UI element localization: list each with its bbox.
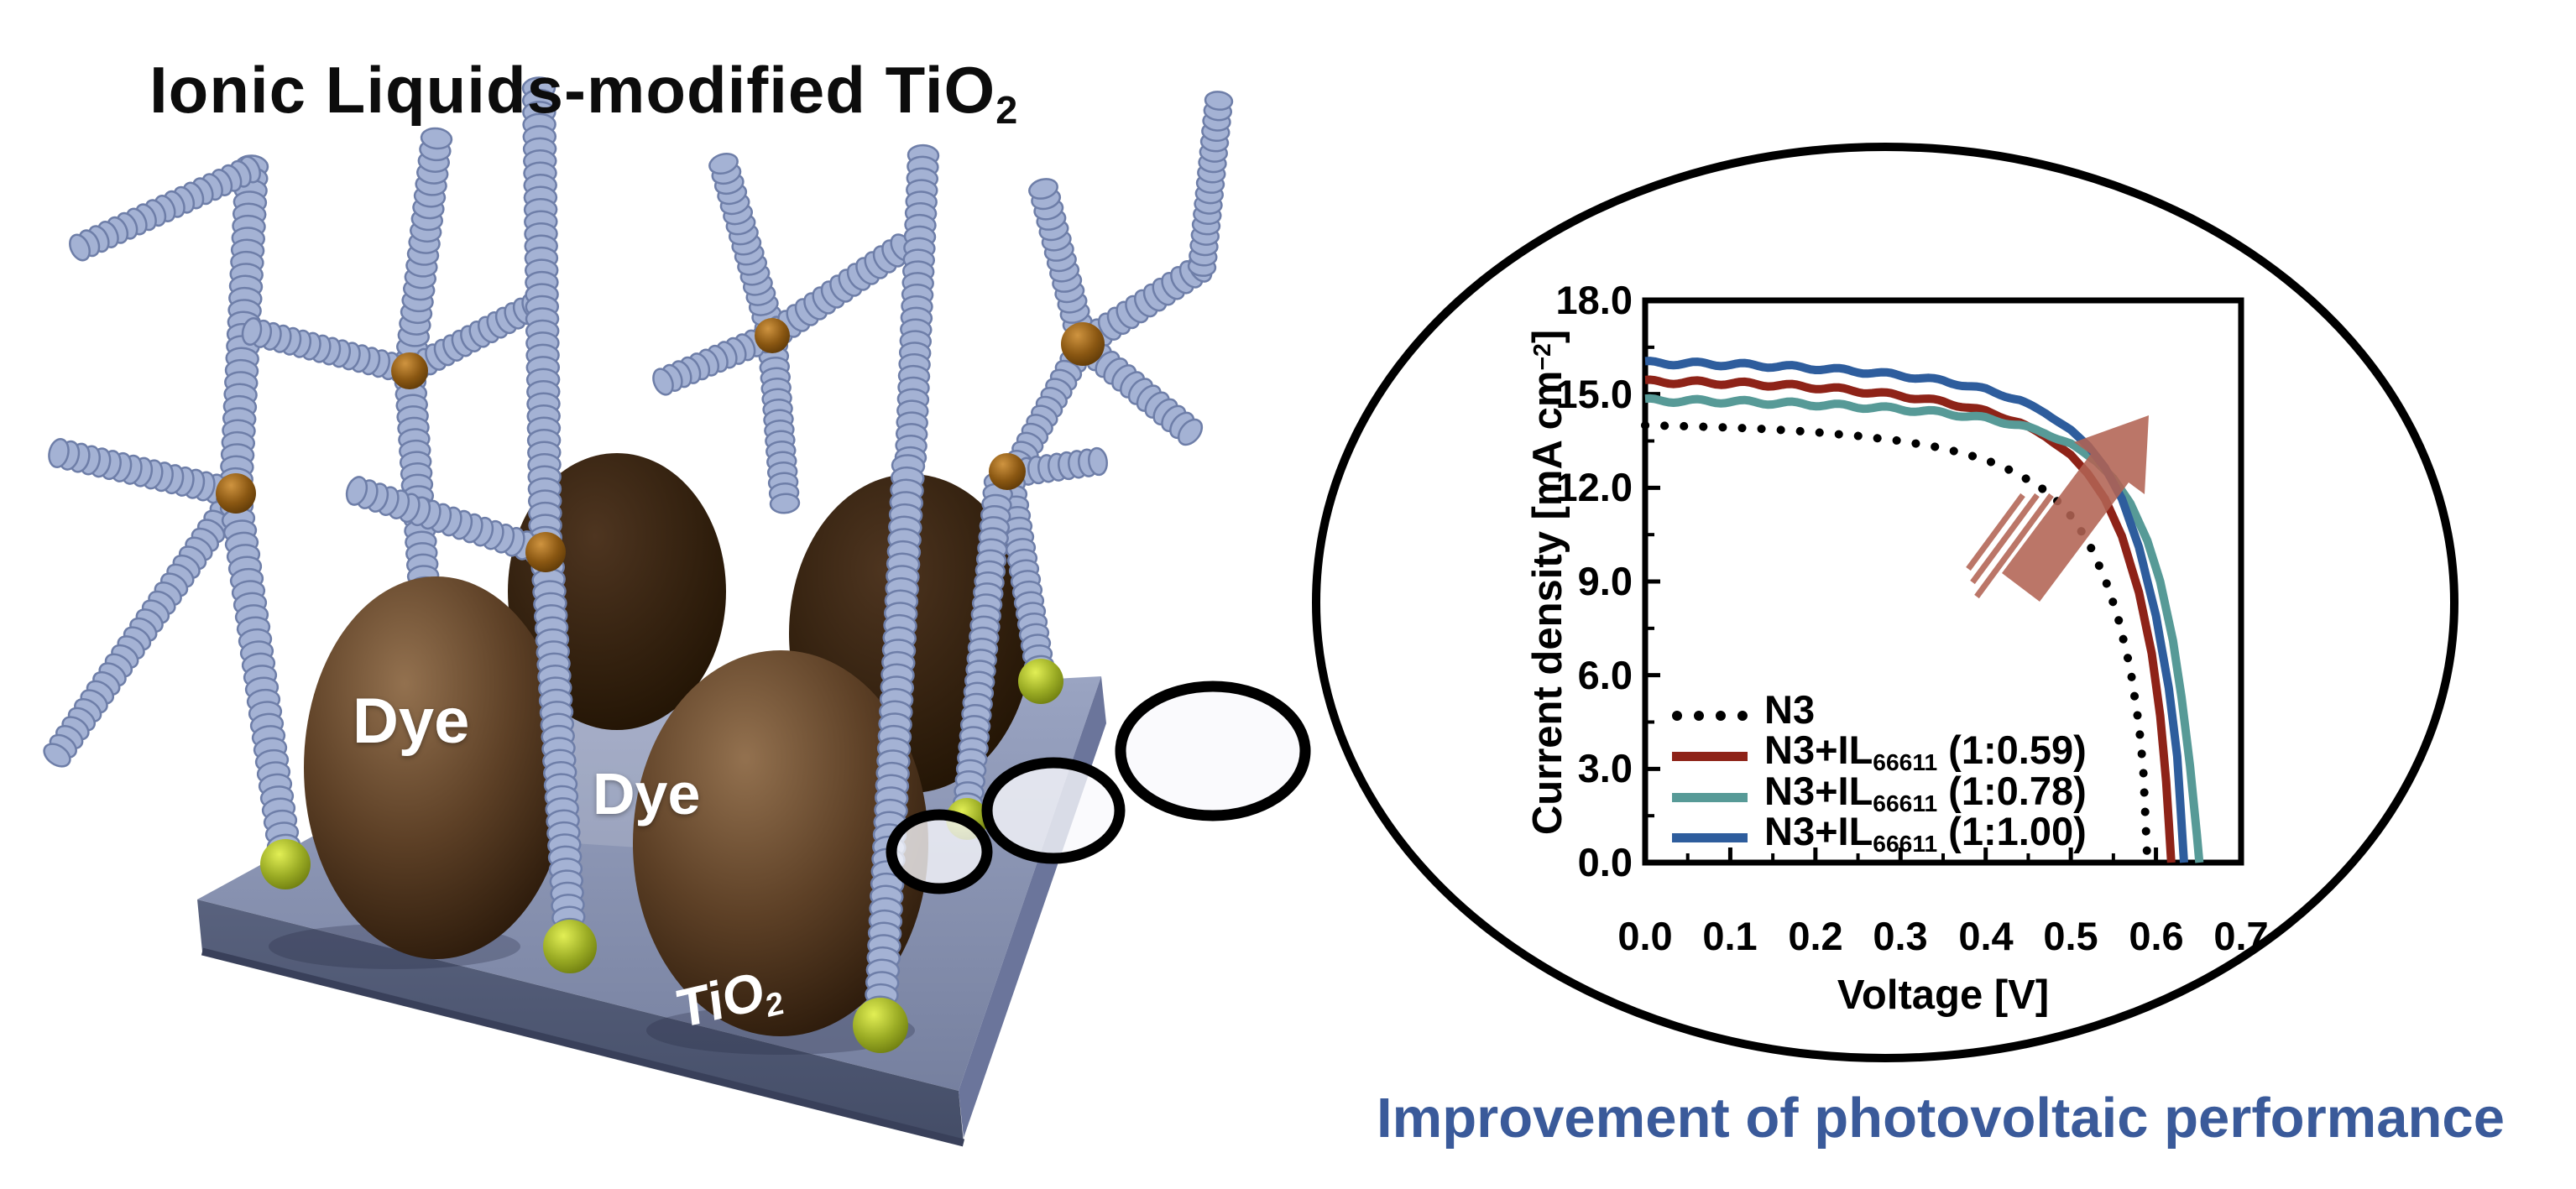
x-axis-label: Voltage [V] [1837, 973, 2050, 1018]
thought-bubbles [886, 681, 1311, 894]
legend-text: N3 [1764, 687, 1816, 733]
highlight-ellipse [1312, 143, 2458, 1062]
bottom-caption: Improvement of photovoltaic performance [1377, 1087, 2505, 1150]
dye-label-1: Dye [353, 686, 470, 757]
legend-swatch-il100 [1672, 832, 1748, 842]
legend-swatch-il078 [1672, 792, 1748, 802]
legend-subscript: 66611 [1873, 789, 1938, 816]
thought-bubble-medium [981, 757, 1126, 864]
page-title: Ionic Liquids-modified TiO2 [149, 52, 1018, 133]
legend-suffix: (1:0.59) [1937, 727, 2087, 773]
title-text: Ionic Liquids-modified TiO [149, 53, 996, 127]
legend-label-il059: N3+IL66611 (1:0.59) [1764, 727, 2087, 785]
y-tick-0: 0.0 [1577, 840, 1633, 884]
legend-item-il078: N3+IL66611 (1:0.78) [1672, 769, 2087, 820]
y-tick-6: 6.0 [1577, 653, 1633, 697]
x-tick-06: 0.6 [2129, 914, 2184, 958]
x-tick-01: 0.1 [1702, 914, 1758, 958]
y-axis-label-close: ] [1524, 329, 1570, 344]
x-tick-04: 0.4 [1958, 914, 2014, 958]
legend-label-il100: N3+IL66611 (1:1.00) [1764, 809, 2087, 866]
legend-subscript: 66611 [1873, 829, 1938, 857]
legend-swatch-n3 [1672, 711, 1748, 721]
legend-label-n3: N3 [1764, 687, 1815, 744]
y-tick-9: 9.0 [1577, 559, 1633, 603]
x-tick-00: 0.0 [1617, 914, 1673, 958]
legend-swatch-il059 [1672, 751, 1748, 761]
legend-text: N3+IL [1764, 727, 1873, 773]
y-tick-12: 12.0 [1555, 465, 1633, 509]
y-tick-3: 3.0 [1577, 746, 1633, 790]
dye-spheres [304, 576, 928, 1036]
legend-item-il059: N3+IL66611 (1:0.59) [1672, 727, 2087, 779]
x-tick-02: 0.2 [1788, 914, 1843, 958]
y-tick-18: 18.0 [1555, 278, 1633, 322]
junction-nodes [216, 318, 1105, 572]
legend-text: N3+IL [1764, 769, 1873, 814]
legend-suffix: (1:1.00) [1937, 809, 2087, 854]
improvement-arrow [1966, 415, 2149, 602]
dye-label-2: Dye [593, 761, 701, 827]
legend-text: N3+IL [1764, 809, 1873, 854]
legend-subscript: 66611 [1873, 748, 1938, 775]
y-tick-15: 15.0 [1555, 372, 1633, 416]
legend-label-il078: N3+IL66611 (1:0.78) [1764, 769, 2087, 826]
legend-item-n3: N3 [1672, 687, 1815, 738]
y-axis-label-superscript: −2 [1529, 343, 1556, 371]
legend-suffix: (1:0.78) [1937, 769, 2087, 814]
title-subscript: 2 [995, 88, 1019, 133]
thought-bubble-large [1115, 681, 1311, 821]
x-tick-07: 0.7 [2213, 914, 2269, 958]
x-tick-03: 0.3 [1873, 914, 1928, 958]
thought-bubble-small [886, 809, 993, 894]
x-tick-05: 0.5 [2043, 914, 2098, 958]
legend-item-il100: N3+IL66611 (1:1.00) [1672, 809, 2087, 860]
